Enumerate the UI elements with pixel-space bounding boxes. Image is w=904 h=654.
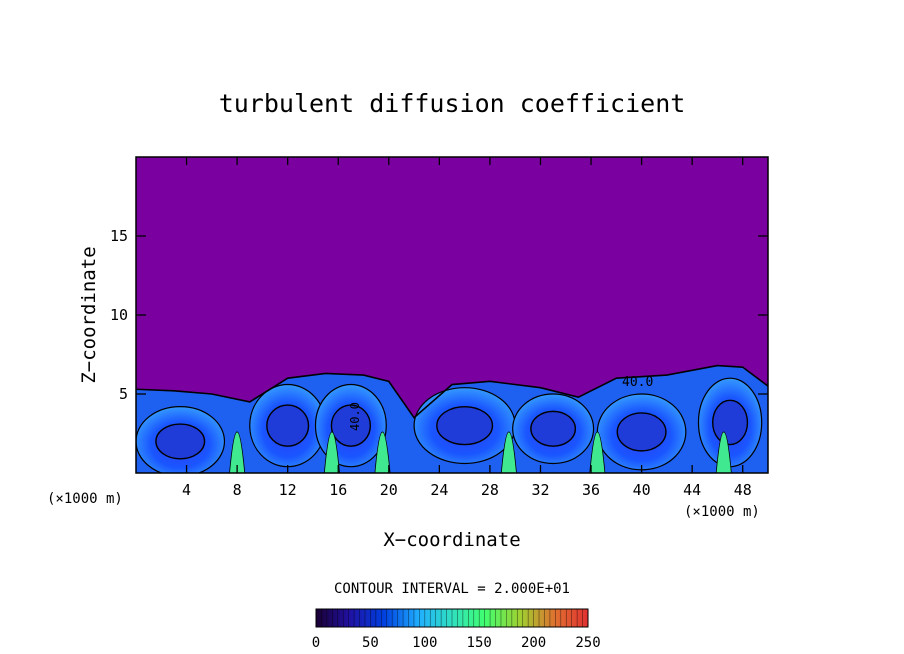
y-tick-label: 5 [119,385,128,403]
x-tick-label: 28 [481,481,499,499]
x-unit-right: (×1000 m) [684,504,760,520]
y-tick-label: 10 [110,306,128,324]
updraft-plume [589,431,606,473]
colorbar-labels: 0 50 100 150 200 250 [312,635,601,651]
x-unit-left: (×1000 m) [47,491,123,507]
cell-core [155,423,206,460]
y-tick-label: 15 [110,227,128,245]
x-tick-label: 44 [683,481,701,499]
y-axis-label: Z−coordinate [78,246,100,383]
x-tick-label: 48 [734,481,752,499]
updraft-plume [374,431,391,473]
colorbar-tick-label: 150 [467,635,492,651]
contour-interval-text: CONTOUR INTERVAL = 2.000E+01 [334,581,570,597]
colorbar-tick-label: 0 [312,635,320,651]
cell-core [330,404,372,447]
x-tick-label: 20 [380,481,398,499]
updraft-plume [323,431,340,473]
cell-core [616,412,667,452]
x-tick-label: 40 [633,481,651,499]
colorbar-stripes [321,609,583,627]
x-tick-label: 12 [279,481,297,499]
x-tick-label: 24 [430,481,448,499]
boundary-layer-contour [136,364,768,419]
plot-area [136,157,768,473]
x-axis: 4 8 12 16 20 24 28 32 36 40 44 48 [182,157,752,499]
updraft-plume [715,431,732,473]
y-axis: 5 10 15 [110,227,768,403]
contour-label: 40.0 [622,375,653,390]
x-tick-label: 32 [531,481,549,499]
colorbar-tick-label: 200 [521,635,546,651]
colorbar-tick-label: 50 [362,635,379,651]
updraft-plume [500,431,517,473]
x-tick-label: 4 [182,481,191,499]
cell-core [436,405,494,446]
x-tick-label: 16 [329,481,347,499]
colorbar-tick-label: 250 [575,635,600,651]
cell-core [712,399,749,446]
x-tick-label: 36 [582,481,600,499]
x-axis-label: X−coordinate [383,529,520,551]
cell-core [530,410,577,447]
contour-label: 40.0 [348,402,362,431]
cell-core [266,404,310,447]
colorbar-tick-label: 100 [412,635,437,651]
updraft-plume [229,431,246,473]
chart-title: turbulent diffusion coefficient [219,89,686,118]
convective-cells [136,377,763,473]
x-tick-label: 8 [233,481,242,499]
